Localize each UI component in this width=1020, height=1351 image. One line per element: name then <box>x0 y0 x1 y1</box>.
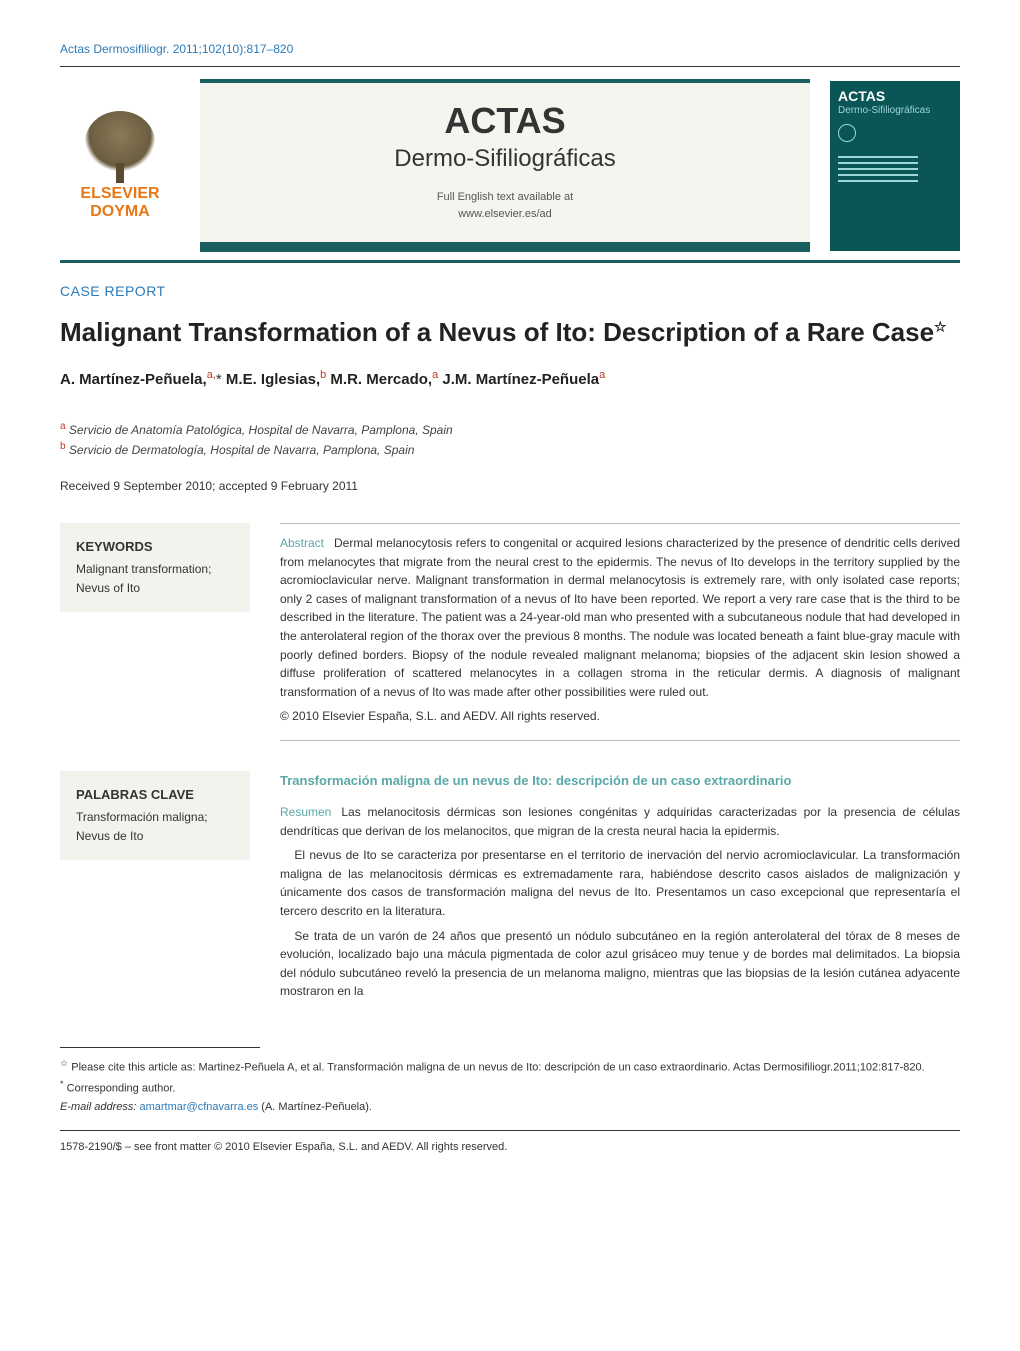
publisher-logo: ELSEVIER DOYMA <box>60 111 180 221</box>
footnote-corresponding: * Corresponding author. <box>60 1077 960 1098</box>
footnote-corr-text: Corresponding author. <box>64 1083 176 1095</box>
resumen-p3: Se trata de un varón de 24 años que pres… <box>280 927 960 1001</box>
abstract-paragraph-en: AbstractDermal melanocytosis refers to c… <box>280 534 960 701</box>
cover-text-lines <box>838 156 952 182</box>
banner-bottom-rule <box>60 260 960 263</box>
spanish-title: Transformación maligna de un nevus de It… <box>280 771 960 791</box>
author-3-affil: a <box>432 369 438 381</box>
abstract-block-es: PALABRAS CLAVE Transformación maligna; N… <box>60 771 960 1007</box>
author-1: A. Martínez-Peñuela, <box>60 371 207 388</box>
author-2: M.E. Iglesias, <box>226 371 320 388</box>
title-footnote-star: ☆ <box>934 318 947 334</box>
footnote-email: E-mail address: amartmar@cfnavarra.es (A… <box>60 1099 960 1117</box>
abstract-label-en: Abstract <box>280 536 324 550</box>
abstract-block-en: KEYWORDS Malignant transformation; Nevus… <box>60 523 960 751</box>
author-3: M.R. Mercado, <box>330 371 432 388</box>
footnotes: ☆ Please cite this article as: Martinez-… <box>60 1056 960 1116</box>
keywords-body-es: Transformación maligna; Nevus de Ito <box>76 808 234 846</box>
elsevier-tree-icon <box>85 111 155 174</box>
abstract-bottom-rule-en <box>280 740 960 741</box>
publisher-name-line1: ELSEVIER <box>80 185 159 202</box>
email-label: E-mail address: <box>60 1101 139 1113</box>
resumen-p2: El nevus de Ito se caracteriza por prese… <box>280 846 960 920</box>
article-dates: Received 9 September 2010; accepted 9 Fe… <box>60 477 960 495</box>
keywords-box-es: PALABRAS CLAVE Transformación maligna; N… <box>60 771 250 860</box>
publisher-name: ELSEVIER DOYMA <box>80 185 159 220</box>
article-type-label: CASE REPORT <box>60 281 960 302</box>
keywords-column-es: PALABRAS CLAVE Transformación maligna; N… <box>60 771 250 1007</box>
author-1-corr: * <box>216 371 222 388</box>
keywords-heading-en: KEYWORDS <box>76 537 234 558</box>
affil-a-text: Servicio de Anatomía Patológica, Hospita… <box>66 423 453 437</box>
resumen-label: Resumen <box>280 805 331 819</box>
footnotes-rule <box>60 1047 260 1048</box>
running-head-citation: Actas Dermosifiliogr. 2011;102(10):817–8… <box>60 40 960 58</box>
bottom-rule <box>60 1130 960 1131</box>
publisher-name-line2: DOYMA <box>90 203 150 220</box>
cover-emblem-icon <box>838 124 856 142</box>
resumen-p1: ResumenLas melanocitosis dérmicas son le… <box>280 803 960 840</box>
affil-b-text: Servicio de Dermatología, Hospital de Na… <box>66 443 415 457</box>
article-title-text: Malignant Transformation of a Nevus of I… <box>60 317 934 347</box>
abstract-column-en: AbstractDermal melanocytosis refers to c… <box>280 523 960 751</box>
journal-tagline: Full English text available at <box>220 189 790 206</box>
front-matter-copyright: 1578-2190/$ – see front matter © 2010 El… <box>60 1139 960 1156</box>
authors-line: A. Martínez-Peñuela,a,* M.E. Iglesias,b … <box>60 367 960 392</box>
keywords-column-en: KEYWORDS Malignant transformation; Nevus… <box>60 523 250 751</box>
footnote-citation: ☆ Please cite this article as: Martinez-… <box>60 1056 960 1077</box>
resumen-body-p1: Las melanocitosis dérmicas son lesiones … <box>280 805 960 838</box>
journal-masthead: ACTAS Dermo-Sifiliográficas Full English… <box>200 79 810 252</box>
email-tail: (A. Martínez-Peñuela). <box>258 1101 372 1113</box>
header-rule <box>60 66 960 67</box>
abstract-top-rule-en <box>280 523 960 524</box>
journal-banner: ELSEVIER DOYMA ACTAS Dermo-Sifiliográfic… <box>60 79 960 252</box>
footnote-citation-text: Please cite this article as: Martinez-Pe… <box>68 1062 924 1074</box>
article-title: Malignant Transformation of a Nevus of I… <box>60 316 960 349</box>
author-2-affil: b <box>320 369 326 381</box>
journal-title: ACTAS <box>220 103 790 139</box>
author-4-affil: a <box>599 369 605 381</box>
author-4: J.M. Martínez-Peñuela <box>442 371 599 388</box>
journal-url: www.elsevier.es/ad <box>220 206 790 223</box>
journal-cover-thumbnail: ACTAS Dermo-Sifiliográficas <box>830 81 960 251</box>
journal-subtitle: Dermo-Sifiliográficas <box>220 141 790 177</box>
abstract-copyright-en: © 2010 Elsevier España, S.L. and AEDV. A… <box>280 707 960 726</box>
author-1-affil: a, <box>207 369 216 381</box>
abstract-column-es: Transformación maligna de un nevus de It… <box>280 771 960 1007</box>
cover-subtitle: Dermo-Sifiliográficas <box>838 103 952 118</box>
email-address[interactable]: amartmar@cfnavarra.es <box>139 1101 258 1113</box>
cover-title: ACTAS <box>838 89 952 103</box>
keywords-heading-es: PALABRAS CLAVE <box>76 785 234 806</box>
keywords-body-en: Malignant transformation; Nevus of Ito <box>76 560 234 598</box>
affiliation-a: a Servicio de Anatomía Patológica, Hospi… <box>60 419 960 439</box>
affiliations: a Servicio de Anatomía Patológica, Hospi… <box>60 419 960 459</box>
footnote-star: ☆ <box>60 1058 68 1068</box>
keywords-box-en: KEYWORDS Malignant transformation; Nevus… <box>60 523 250 612</box>
affiliation-b: b Servicio de Dermatología, Hospital de … <box>60 439 960 459</box>
abstract-body-en: Dermal melanocytosis refers to congenita… <box>280 536 960 699</box>
